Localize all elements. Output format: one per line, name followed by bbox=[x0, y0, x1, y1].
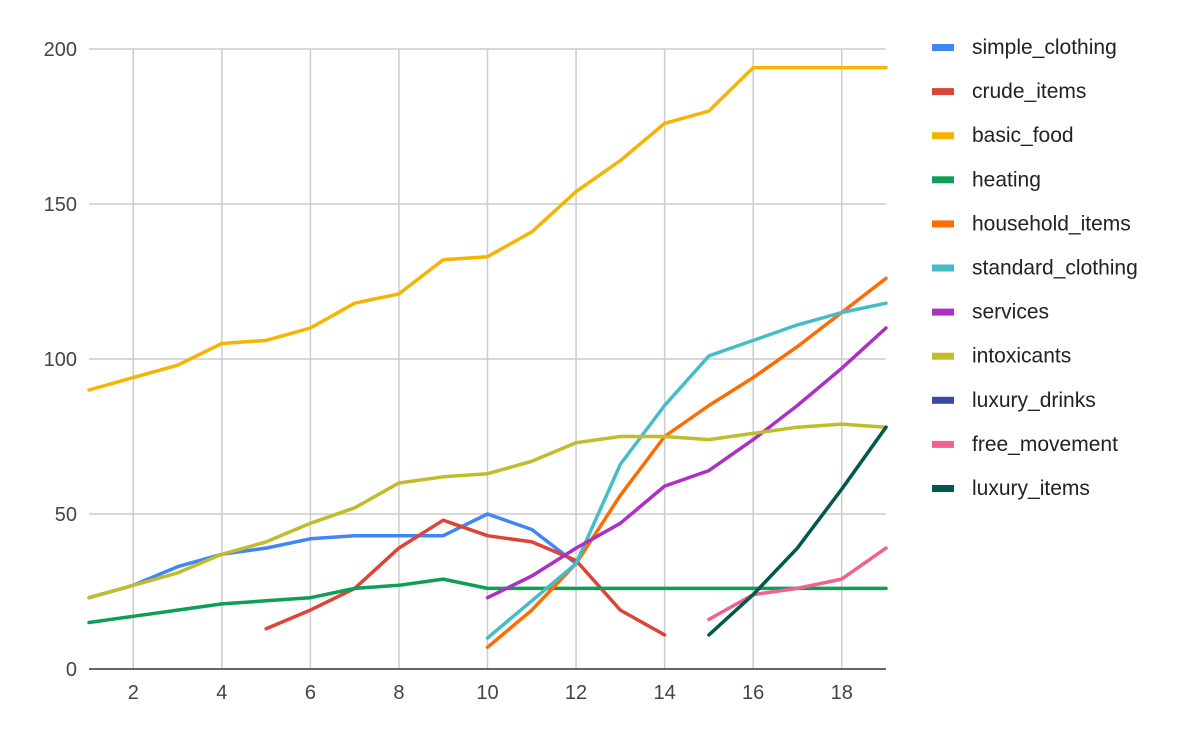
legend-label: intoxicants bbox=[972, 345, 1071, 368]
legend-label: standard_clothing bbox=[972, 257, 1138, 280]
series-line-segment bbox=[707, 546, 888, 622]
legend-swatch bbox=[932, 352, 954, 360]
series-household-items bbox=[485, 276, 888, 650]
y-tick-label: 200 bbox=[44, 39, 77, 61]
legend-swatch bbox=[932, 132, 954, 140]
series-line-segment bbox=[707, 425, 888, 637]
legend-label: crude_items bbox=[972, 80, 1086, 103]
series-line-segment bbox=[485, 276, 888, 650]
x-tick-label: 4 bbox=[216, 682, 227, 704]
series-heating bbox=[87, 577, 888, 625]
x-tick-label: 6 bbox=[305, 682, 316, 704]
series-lines bbox=[87, 65, 888, 650]
legend-item: luxury_drinks bbox=[932, 389, 1096, 412]
legend-item: free_movement bbox=[932, 433, 1118, 456]
x-tick-label: 18 bbox=[831, 682, 853, 704]
legend-swatch bbox=[932, 44, 954, 51]
series-line-segment bbox=[87, 65, 888, 392]
series-free-movement bbox=[707, 546, 888, 622]
y-tick-label: 0 bbox=[66, 659, 77, 681]
legend-swatch bbox=[932, 485, 954, 492]
series-line-segment bbox=[87, 577, 888, 625]
legend-item: household_items bbox=[932, 212, 1131, 235]
legend-swatch bbox=[932, 440, 954, 448]
legend: simple_clothing crude_items basic_foodheat… bbox=[932, 36, 1138, 500]
legend-item: heating bbox=[932, 168, 1041, 191]
x-axis-tick-labels: 2 4 6 8 10 12 14 16 18 bbox=[128, 682, 853, 704]
y-axis-tick-labels: 0 50 100 150 200 bbox=[44, 39, 77, 681]
series-line-segment bbox=[485, 326, 888, 600]
x-tick-label: 12 bbox=[565, 682, 587, 704]
legend-label: free_movement bbox=[972, 433, 1118, 456]
legend-item: intoxicants bbox=[932, 345, 1071, 368]
legend-item: simple_clothing bbox=[932, 36, 1117, 59]
legend-swatch bbox=[932, 264, 954, 272]
series-standard-clothing bbox=[485, 301, 888, 640]
series-crude-items bbox=[264, 518, 667, 637]
legend-label: heating bbox=[972, 168, 1041, 191]
x-tick-label: 10 bbox=[476, 682, 498, 704]
legend-item: services bbox=[932, 301, 1049, 324]
y-tick-label: 50 bbox=[55, 504, 77, 526]
series-intoxicants bbox=[87, 422, 888, 600]
gridlines bbox=[89, 48, 886, 669]
series-basic-food bbox=[87, 65, 888, 392]
y-tick-label: 150 bbox=[44, 194, 77, 216]
series-luxury-items bbox=[707, 425, 888, 637]
legend-swatch bbox=[932, 220, 954, 228]
x-tick-label: 14 bbox=[653, 682, 675, 704]
legend-swatch bbox=[932, 308, 954, 316]
series-line-segment bbox=[87, 512, 578, 600]
legend-label: household_items bbox=[972, 212, 1131, 235]
legend-label: services bbox=[972, 301, 1049, 324]
legend-label: basic_food bbox=[972, 124, 1074, 147]
legend-item: crude_items bbox=[932, 80, 1086, 103]
legend-swatch bbox=[932, 176, 954, 184]
legend-label: luxury_items bbox=[972, 477, 1090, 500]
legend-item: basic_food bbox=[932, 124, 1074, 147]
series-line-segment bbox=[87, 422, 888, 600]
legend-item: luxury_items bbox=[932, 477, 1090, 500]
legend-swatch bbox=[932, 396, 954, 404]
series-simple-clothing bbox=[87, 512, 578, 600]
x-tick-label: 2 bbox=[128, 682, 139, 704]
series-line-segment bbox=[264, 518, 667, 637]
x-tick-label: 8 bbox=[393, 682, 404, 704]
legend-label: luxury_drinks bbox=[972, 389, 1096, 412]
series-line-segment bbox=[485, 301, 888, 640]
legend-label: simple_clothing bbox=[972, 36, 1117, 59]
series-services bbox=[485, 326, 888, 600]
legend-swatch bbox=[932, 88, 954, 96]
x-tick-label: 16 bbox=[742, 682, 764, 704]
legend-item: standard_clothing bbox=[932, 257, 1138, 280]
y-tick-label: 100 bbox=[44, 349, 77, 371]
